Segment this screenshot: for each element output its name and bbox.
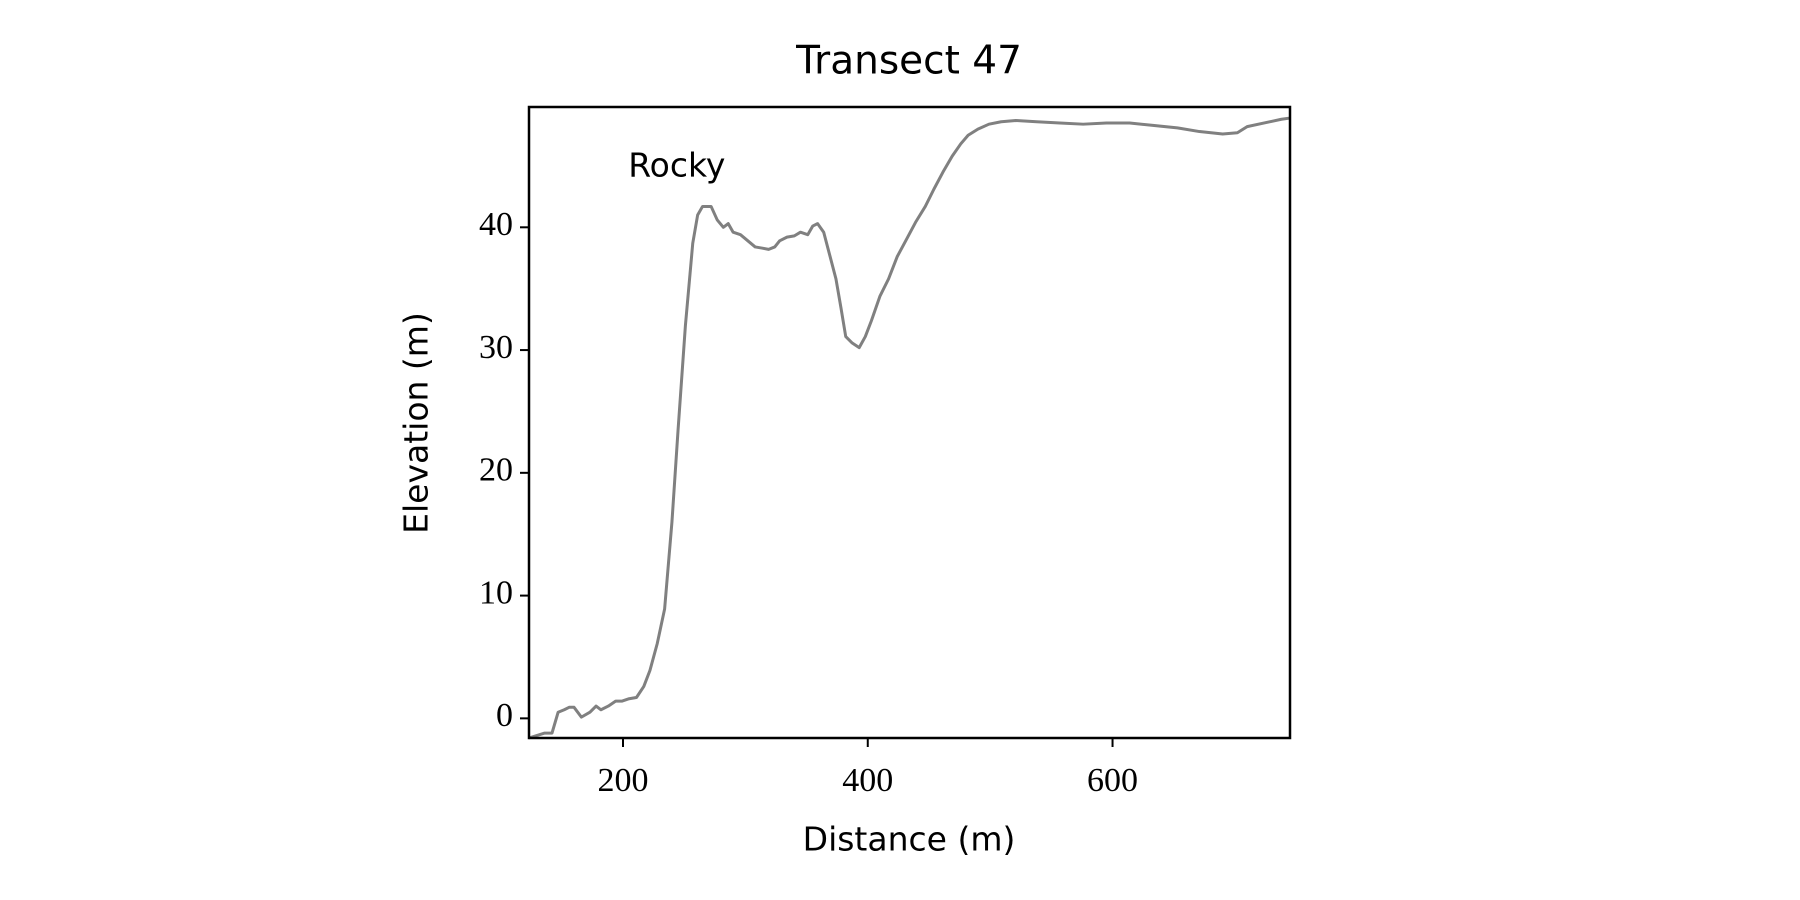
x-tick-label: 400: [842, 762, 893, 799]
y-tick-label: 0: [496, 697, 513, 734]
x-axis-label: Distance (m): [803, 820, 1016, 859]
y-tick-label: 30: [479, 329, 513, 366]
plot-frame: [527, 105, 1292, 740]
x-tick-label: 600: [1087, 762, 1138, 799]
annotation: Rocky: [628, 146, 725, 185]
y-tick-label: 10: [479, 574, 513, 611]
y-tick-label: 40: [479, 206, 513, 243]
x-tick-label: 200: [597, 762, 648, 799]
y-tick-label: 20: [479, 452, 513, 489]
y-axis-label: Elevation (m): [397, 312, 436, 534]
line: [528, 116, 1291, 740]
chart-title: Transect 47: [795, 39, 1022, 84]
